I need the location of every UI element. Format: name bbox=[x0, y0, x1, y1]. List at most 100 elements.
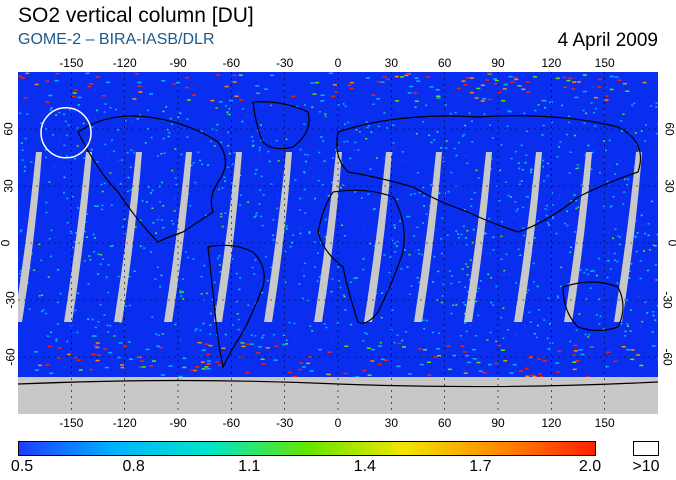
so2-pixel bbox=[304, 153, 306, 156]
so2-pixel bbox=[180, 339, 182, 342]
so2-pixel bbox=[452, 257, 455, 259]
so2-pixel bbox=[559, 141, 562, 143]
so2-pixel bbox=[466, 230, 469, 232]
so2-pixel bbox=[530, 168, 533, 170]
so2-pixel bbox=[389, 334, 392, 337]
so2-pixel bbox=[578, 313, 581, 315]
so2-pixel bbox=[47, 345, 52, 348]
so2-pixel bbox=[256, 92, 261, 95]
so2-pixel bbox=[471, 241, 474, 244]
so2-pixel bbox=[324, 113, 327, 115]
so2-pixel bbox=[147, 128, 150, 130]
so2-pixel bbox=[501, 100, 506, 102]
so2-pixel bbox=[272, 219, 275, 221]
so2-pixel bbox=[366, 126, 369, 129]
so2-pixel bbox=[186, 136, 189, 138]
so2-pixel bbox=[65, 134, 68, 137]
so2-pixel bbox=[205, 214, 207, 217]
so2-pixel bbox=[63, 113, 65, 116]
so2-pixel bbox=[500, 258, 503, 260]
so2-pixel bbox=[320, 136, 323, 138]
so2-pixel bbox=[633, 102, 636, 105]
so2-pixel bbox=[598, 257, 600, 260]
so2-pixel bbox=[72, 195, 74, 198]
so2-pixel bbox=[537, 220, 539, 222]
so2-pixel bbox=[408, 253, 411, 256]
so2-pixel bbox=[377, 81, 381, 83]
so2-pixel bbox=[91, 126, 94, 128]
left-lat-tick: 60 bbox=[1, 122, 16, 136]
so2-pixel bbox=[549, 323, 551, 325]
so2-pixel bbox=[301, 366, 306, 368]
so2-pixel bbox=[490, 185, 493, 188]
so2-pixel bbox=[343, 295, 346, 298]
so2-pixel bbox=[558, 146, 560, 148]
so2-pixel bbox=[464, 313, 466, 315]
so2-pixel bbox=[477, 177, 480, 179]
so2-pixel bbox=[327, 195, 330, 197]
so2-pixel bbox=[249, 343, 254, 345]
so2-pixel bbox=[631, 104, 634, 107]
so2-pixel bbox=[450, 312, 453, 315]
so2-pixel bbox=[425, 213, 428, 215]
so2-pixel bbox=[637, 296, 640, 298]
so2-pixel bbox=[258, 154, 261, 157]
so2-pixel bbox=[201, 368, 206, 370]
so2-pixel bbox=[400, 268, 403, 270]
so2-pixel bbox=[311, 330, 314, 332]
so2-pixel bbox=[391, 285, 394, 287]
so2-pixel bbox=[402, 346, 406, 348]
so2-pixel bbox=[371, 94, 376, 96]
bottom-lon-tick: 30 bbox=[384, 416, 399, 430]
so2-pixel bbox=[634, 236, 637, 238]
so2-pixel bbox=[107, 331, 110, 333]
so2-pixel bbox=[185, 77, 190, 79]
so2-pixel bbox=[416, 226, 419, 229]
so2-pixel bbox=[73, 241, 76, 243]
so2-pixel bbox=[448, 270, 451, 272]
so2-pixel bbox=[598, 298, 601, 300]
so2-pixel bbox=[490, 301, 493, 304]
so2-pixel bbox=[97, 324, 100, 327]
map-gridlines bbox=[18, 72, 658, 414]
orbit-gap bbox=[264, 152, 292, 322]
so2-pixel bbox=[304, 262, 307, 265]
so2-pixel bbox=[224, 333, 227, 336]
so2-pixel bbox=[127, 190, 129, 193]
so2-pixel bbox=[288, 321, 291, 324]
so2-pixel bbox=[363, 228, 365, 230]
so2-pixel bbox=[555, 371, 560, 373]
so2-pixel bbox=[380, 81, 385, 83]
so2-pixel bbox=[583, 271, 586, 274]
so2-pixel bbox=[545, 204, 548, 207]
so2-pixel bbox=[514, 201, 517, 203]
so2-pixel bbox=[142, 366, 146, 368]
so2-pixel bbox=[180, 295, 183, 297]
so2-pixel bbox=[533, 281, 535, 283]
so2-pixel bbox=[23, 97, 28, 99]
so2-pixel bbox=[614, 173, 617, 175]
so2-pixel bbox=[379, 341, 382, 344]
so2-pixel bbox=[362, 268, 365, 271]
so2-pixel bbox=[324, 236, 327, 238]
so2-pixel bbox=[196, 184, 199, 186]
so2-pixel bbox=[182, 357, 187, 360]
so2-pixel bbox=[422, 222, 424, 224]
so2-pixel bbox=[534, 109, 537, 112]
so2-pixel bbox=[463, 351, 467, 353]
so2-pixel bbox=[487, 98, 492, 101]
so2-pixel bbox=[104, 366, 109, 369]
so2-pixel bbox=[405, 331, 407, 333]
so2-pixel bbox=[619, 159, 622, 162]
so2-pixel bbox=[324, 115, 327, 118]
so2-pixel bbox=[162, 205, 165, 207]
so2-pixel bbox=[630, 349, 635, 351]
bottom-lon-tick: 60 bbox=[437, 416, 452, 430]
so2-pixel bbox=[472, 358, 477, 360]
so2-pixel bbox=[648, 249, 651, 251]
so2-pixel bbox=[598, 323, 601, 325]
so2-pixel bbox=[174, 177, 177, 179]
so2-pixel bbox=[167, 128, 169, 131]
so2-pixel bbox=[422, 319, 425, 321]
so2-pixel bbox=[442, 161, 445, 163]
